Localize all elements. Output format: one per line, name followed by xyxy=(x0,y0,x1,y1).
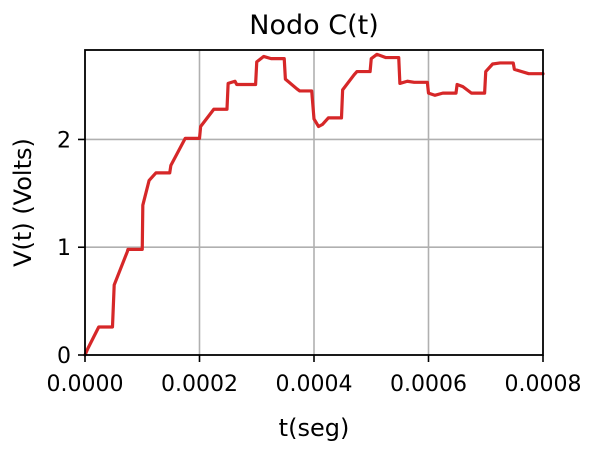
y-tick-label: 1 xyxy=(57,236,71,261)
y-axis-label: V(t) (Volts) xyxy=(9,138,37,267)
series-layer xyxy=(83,52,545,357)
chart-title: Nodo C(t) xyxy=(249,10,378,41)
x-tick-label: 0.0000 xyxy=(47,372,124,397)
grid xyxy=(85,50,543,355)
y-tick-label: 0 xyxy=(57,344,71,369)
ticks: 0.0000 0.0002 0.0004 0.0006 0.0008 0 1 2 xyxy=(47,128,582,397)
x-tick-label: 0.0004 xyxy=(276,372,353,397)
x-tick-label: 0.0002 xyxy=(161,372,238,397)
x-tick-label: 0.0006 xyxy=(390,372,467,397)
series-line xyxy=(83,52,545,357)
x-tick-label: 0.0008 xyxy=(505,372,582,397)
x-axis-label: t(seg) xyxy=(279,414,350,442)
y-tick-label: 2 xyxy=(57,128,71,153)
